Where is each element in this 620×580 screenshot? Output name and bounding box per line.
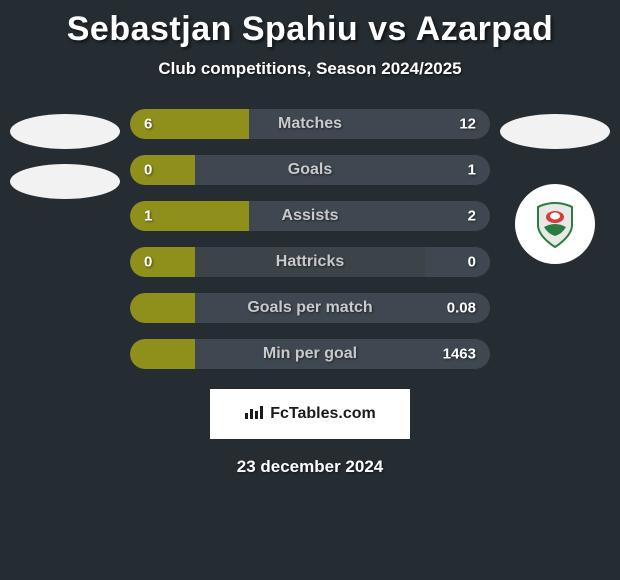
footer-brand-box: FcTables.com: [210, 389, 410, 439]
player-left-avatar-1: [10, 114, 120, 149]
bar-label: Goals per match: [247, 299, 372, 317]
bar-fill-left: [130, 155, 195, 185]
bar-label: Hattricks: [276, 253, 344, 271]
bar-label: Assists: [282, 207, 339, 225]
stat-bar: 1 Assists 2: [130, 201, 490, 231]
left-player-col: [5, 109, 125, 199]
comparison-card: Sebastjan Spahiu vs Azarpad Club competi…: [0, 0, 620, 580]
bar-value-right: 12: [459, 116, 476, 133]
stat-bar: 6 Matches 12: [130, 109, 490, 139]
bar-fill-left: [130, 247, 195, 277]
bar-value-right: 2: [468, 208, 476, 225]
stat-bar: 0 Hattricks 0: [130, 247, 490, 277]
page-title: Sebastjan Spahiu vs Azarpad: [0, 0, 620, 49]
player-left-avatar-2: [10, 164, 120, 199]
player-right-avatar: [500, 114, 610, 149]
bar-fill-right: [425, 247, 490, 277]
subtitle: Club competitions, Season 2024/2025: [0, 59, 620, 79]
bar-value-right: 1463: [443, 346, 476, 363]
chart-icon: [244, 404, 264, 424]
bar-value-right: 0: [468, 254, 476, 271]
player-right-badge: [515, 184, 595, 264]
content-row: 6 Matches 12 0 Goals 1 1 Assists 2 0 Hattricks 0 Goa…: [0, 109, 620, 369]
stat-bar: Min per goal 1463: [130, 339, 490, 369]
bar-fill-left: [130, 293, 195, 323]
bar-label: Min per goal: [263, 345, 357, 363]
bar-value-right: 1: [468, 162, 476, 179]
bar-value-left: 0: [144, 254, 152, 271]
footer-brand-text: FcTables.com: [270, 405, 376, 423]
bar-value-left: 1: [144, 208, 152, 225]
stats-bars: 6 Matches 12 0 Goals 1 1 Assists 2 0 Hattricks 0 Goa…: [125, 109, 495, 369]
bar-label: Goals: [288, 161, 332, 179]
stat-bar: 0 Goals 1: [130, 155, 490, 185]
bar-value-right: 0.08: [447, 300, 476, 317]
stat-bar: Goals per match 0.08: [130, 293, 490, 323]
right-player-col: [495, 109, 615, 264]
footer-date: 23 december 2024: [0, 457, 620, 477]
bar-fill-left: [130, 339, 195, 369]
bar-fill-right: [195, 155, 490, 185]
bar-value-left: 0: [144, 162, 152, 179]
bar-value-left: 6: [144, 116, 152, 133]
club-badge-icon: [530, 199, 580, 249]
bar-label: Matches: [278, 115, 342, 133]
